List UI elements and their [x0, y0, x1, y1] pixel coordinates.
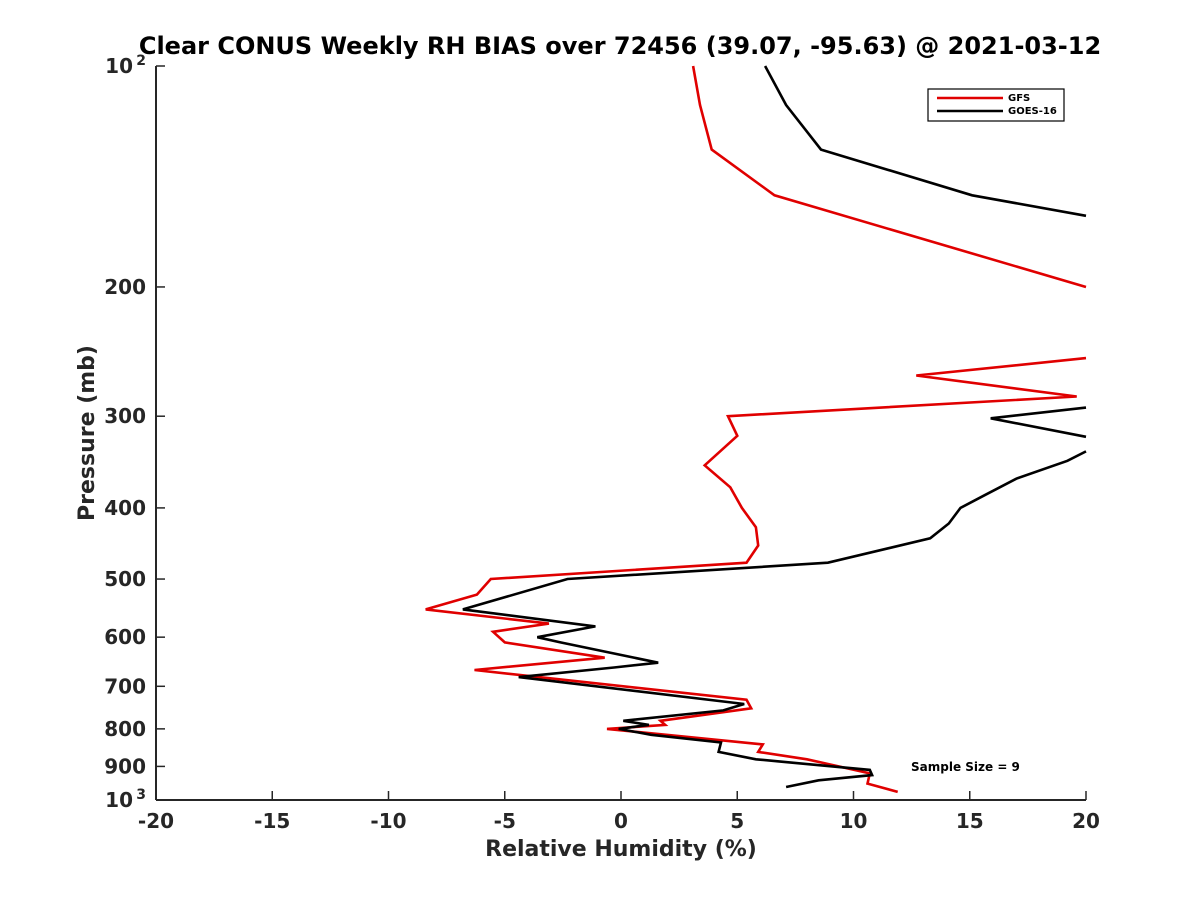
- y-tick-label: 10: [105, 54, 133, 78]
- y-tick-label: 400: [104, 496, 146, 520]
- y-tick-label: 600: [104, 625, 146, 649]
- x-tick-label: 15: [956, 809, 984, 833]
- series-line-goes16-segment-3: [462, 450, 1087, 789]
- legend: GFS GOES-16: [927, 88, 1065, 122]
- x-tick-label: -10: [370, 809, 406, 833]
- y-tick-label: 500: [104, 567, 146, 591]
- y-tick-label: 800: [104, 717, 146, 741]
- y-tick-label: 300: [104, 404, 146, 428]
- y-tick-label: 900: [104, 754, 146, 778]
- x-tick-label: -15: [254, 809, 290, 833]
- legend-label-goes16: GOES-16: [1008, 106, 1057, 117]
- x-axis-label: Relative Humidity (%): [485, 837, 757, 862]
- series-line-gfs-segment-1: [691, 65, 1087, 289]
- y-tick-exponent: 2: [136, 53, 146, 69]
- x-ticks: -20 -15 -10 -5 0 5 10 15 20: [138, 791, 1100, 833]
- y-axis-label: Pressure (mb): [75, 345, 100, 521]
- sample-size-annotation: Sample Size = 9: [911, 760, 1020, 774]
- x-tick-label: 0: [614, 809, 628, 833]
- series-line-goes16-segment-1: [763, 65, 1087, 218]
- legend-box: [927, 88, 1065, 122]
- y-tick-label: 200: [104, 275, 146, 299]
- series-line-goes16-segment-2: [990, 406, 1087, 439]
- chart-title: Clear CONUS Weekly RH BIAS over 72456 (3…: [139, 32, 1101, 60]
- x-tick-label: 10: [840, 809, 868, 833]
- y-tick-exponent: 3: [136, 787, 146, 803]
- x-tick-label: -20: [138, 809, 174, 833]
- y-tick-label: 700: [104, 674, 146, 698]
- legend-label-gfs: GFS: [1008, 93, 1030, 104]
- x-tick-label: -5: [494, 809, 516, 833]
- x-tick-label: 20: [1072, 809, 1100, 833]
- series-line-gfs-segment-2: [425, 356, 1087, 794]
- plot-lines: [425, 65, 1087, 794]
- y-tick-label: 10: [105, 788, 133, 812]
- x-tick-label: 5: [730, 809, 744, 833]
